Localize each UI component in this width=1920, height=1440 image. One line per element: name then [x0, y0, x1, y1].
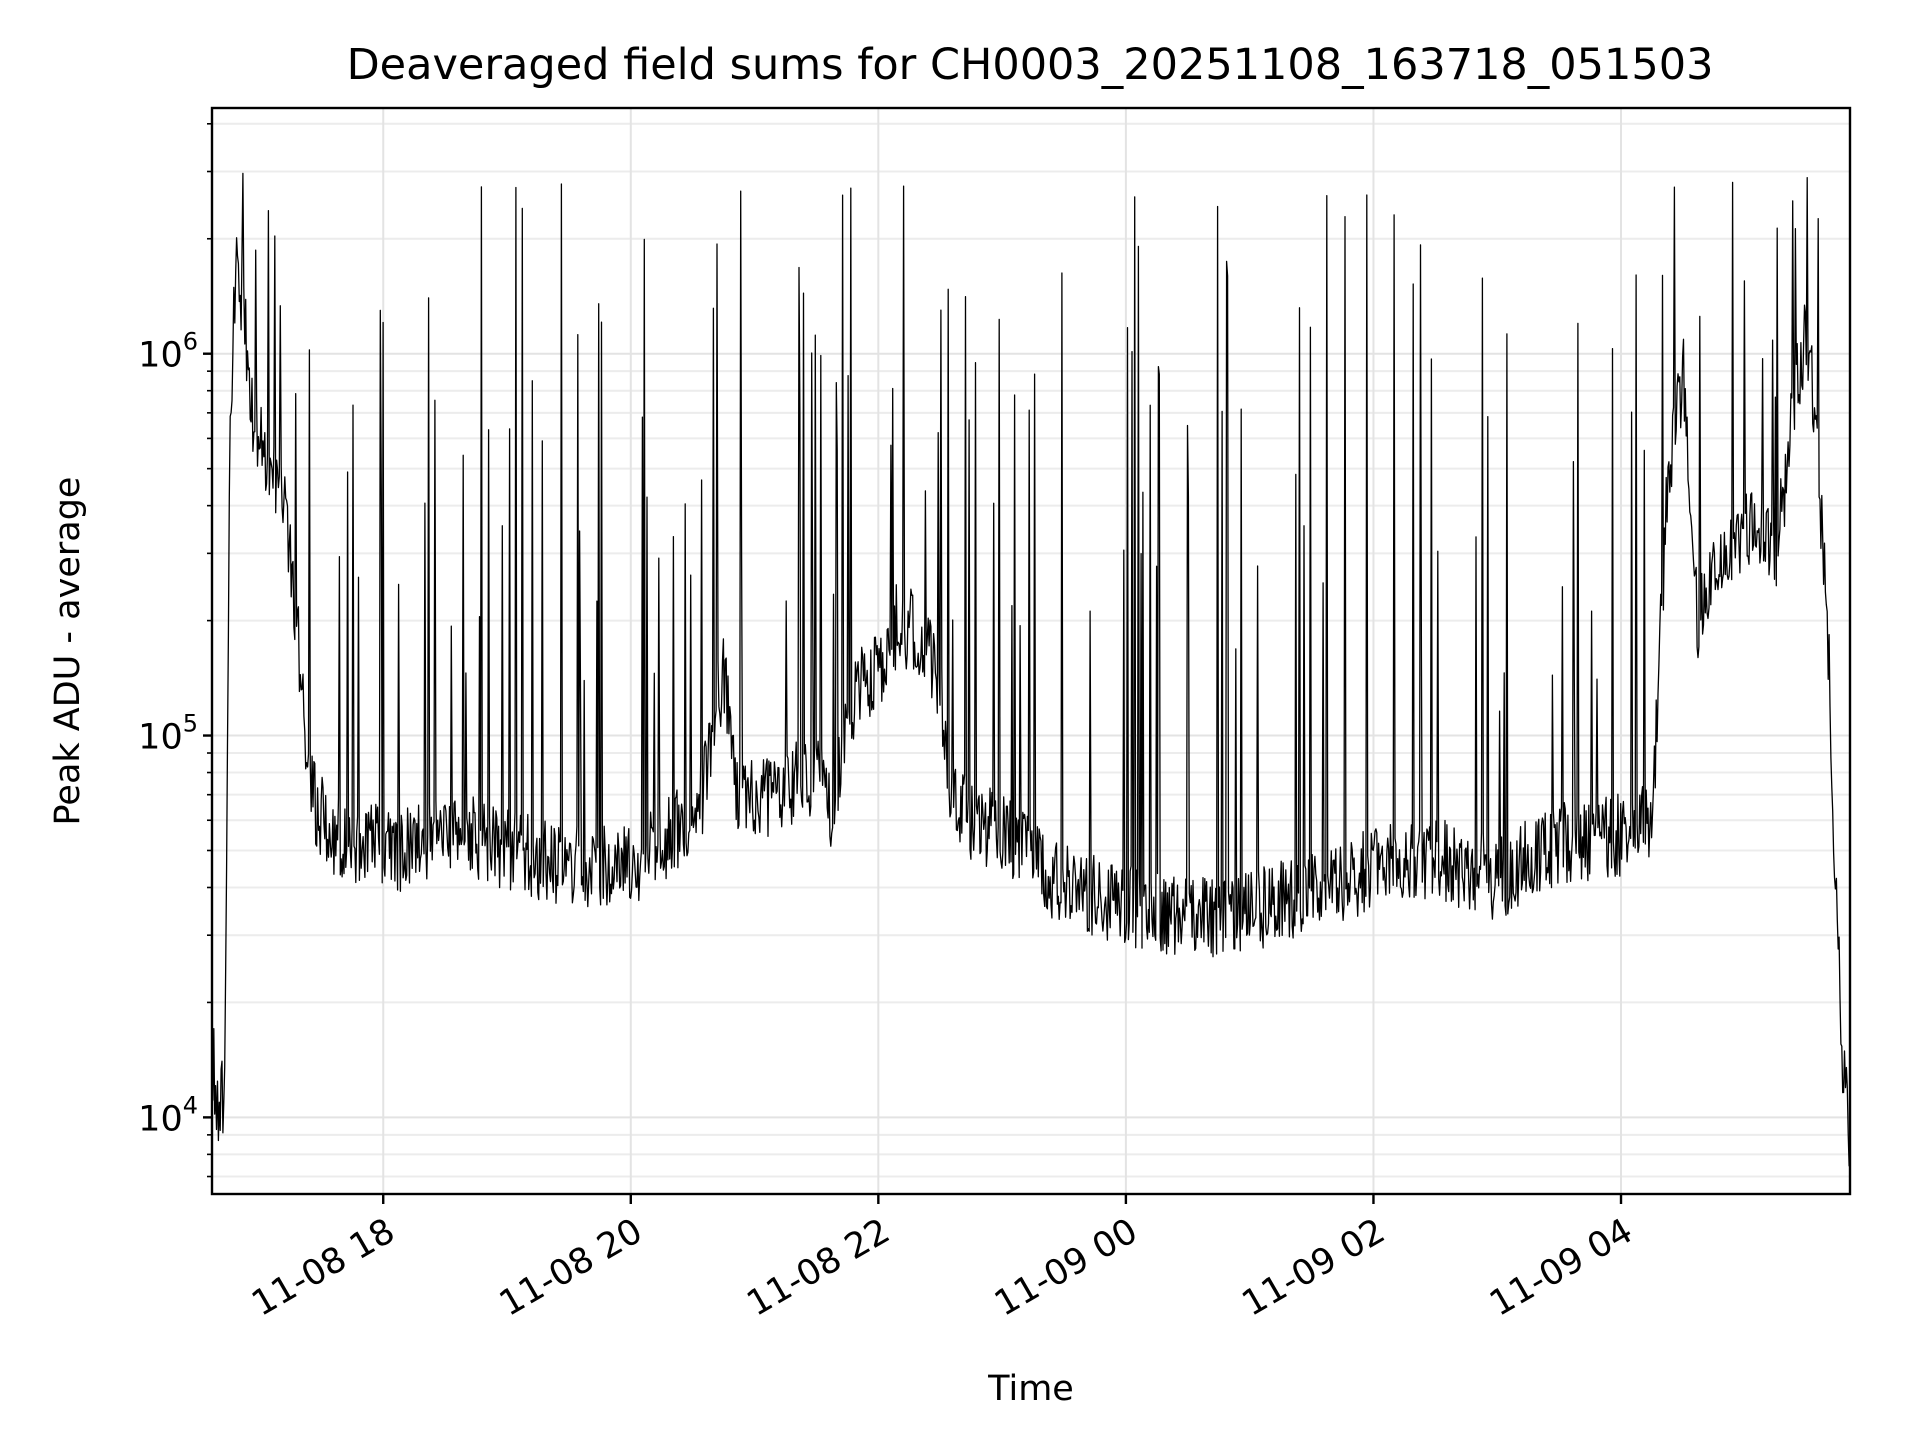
y-tick-label: 104 — [138, 1091, 198, 1139]
y-tick-label: 105 — [138, 710, 198, 758]
x-tick-label: 11-08 22 — [741, 1211, 897, 1324]
y-axis-label: Peak ADU - average — [48, 477, 88, 826]
y-tick-exponent: 4 — [183, 1091, 198, 1119]
y-tick-base: 10 — [138, 336, 183, 376]
x-axis-label: Time — [987, 1369, 1074, 1409]
series-line — [211, 172, 1851, 1167]
chart-title: Deaveraged field sums for CH0003_2025110… — [347, 40, 1714, 90]
plot-frame — [210, 106, 1852, 1196]
series-layer — [211, 172, 1851, 1167]
x-tick-label: 11-09 00 — [988, 1211, 1144, 1324]
x-tick-label: 11-09 04 — [1483, 1211, 1639, 1324]
x-tick-label: 11-08 20 — [493, 1211, 649, 1324]
x-axis: 11-08 18 11-08 20 11-08 22 11-09 00 11-09 02… — [245, 1194, 1640, 1324]
y-tick-base: 10 — [138, 718, 183, 758]
x-tick-label: 11-08 18 — [245, 1211, 401, 1324]
grid — [212, 108, 1850, 1194]
y-tick-label: 106 — [138, 328, 198, 376]
y-tick-exponent: 6 — [183, 328, 198, 356]
y-tick-base: 10 — [138, 1099, 183, 1139]
y-tick-exponent: 5 — [183, 710, 198, 738]
x-tick-label: 11-09 02 — [1236, 1211, 1392, 1324]
